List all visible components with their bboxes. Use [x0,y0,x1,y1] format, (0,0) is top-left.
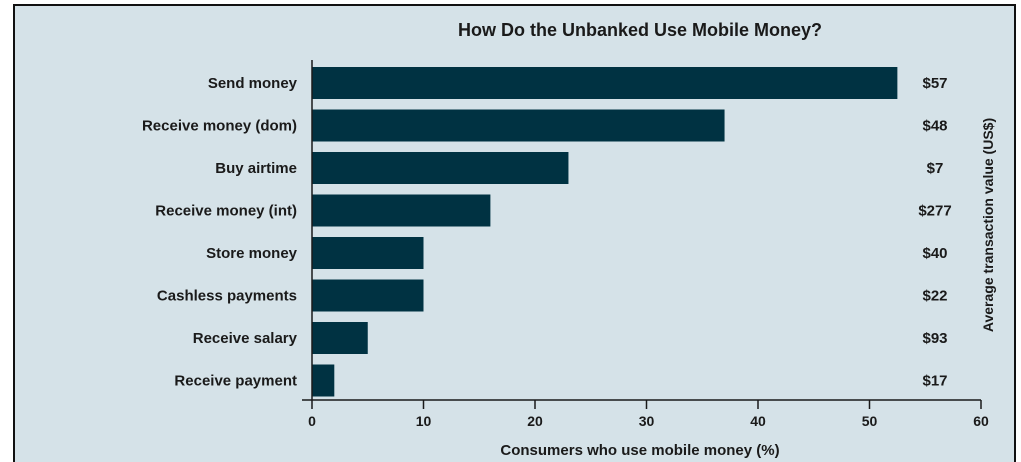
category-label: Buy airtime [215,160,297,177]
x-tick-label: 50 [862,413,878,429]
transaction-value-label: $48 [922,118,947,135]
secondary-axis-label: Average transaction value (US$) [980,118,996,332]
bar-5 [312,279,424,312]
bar-3 [312,194,491,227]
transaction-value-label: $57 [922,75,947,92]
transaction-value-label: $17 [922,373,947,390]
x-axis: 0 10 20 30 40 50 60 [302,60,989,429]
category-label: Send money [208,75,298,92]
transaction-value-label: $93 [922,330,947,347]
chart-title: How Do the Unbanked Use Mobile Money? [458,20,822,40]
bar-4 [312,237,424,269]
transaction-value-label: $277 [918,203,951,220]
category-label: Receive salary [193,330,298,347]
transaction-value-label: $40 [922,245,947,262]
bars-group: Send money $57 Receive money (dom) $48 Buy a… [142,67,952,397]
category-label: Receive money (int) [155,203,297,220]
category-label: Cashless payments [157,288,297,305]
bar-2 [312,152,569,184]
x-tick-label: 20 [527,413,543,429]
x-tick-label: 0 [308,413,316,429]
x-tick-label: 40 [750,413,766,429]
bar-1 [312,109,725,142]
transaction-value-label: $22 [922,288,947,305]
category-label: Store money [206,245,298,262]
transaction-value-label: $7 [927,160,944,177]
x-tick-label: 60 [973,413,989,429]
bar-6 [312,322,368,354]
bar-7 [312,364,335,397]
category-label: Receive money (dom) [142,118,297,135]
x-axis-label: Consumers who use mobile money (%) [500,442,779,459]
bar-0 [312,67,898,99]
x-tick-label: 10 [416,413,432,429]
x-tick-label: 30 [639,413,655,429]
category-label: Receive payment [174,373,297,390]
